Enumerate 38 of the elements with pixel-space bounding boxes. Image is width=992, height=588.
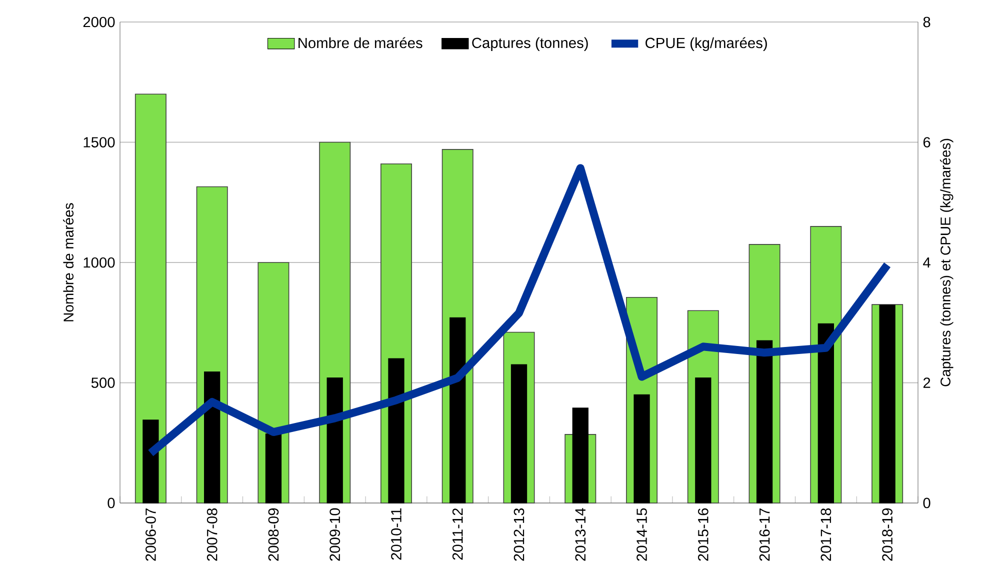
legend-label: CPUE (kg/marées): [646, 37, 767, 52]
x-tick-label: 2015-16: [698, 508, 708, 561]
y-tick-label: 1500: [84, 137, 115, 148]
bar: [142, 420, 159, 504]
x-tick-label: 2017-18: [820, 508, 832, 561]
y2-tick-label: 4: [923, 257, 930, 268]
legend-label: Captures (tonnes): [472, 37, 588, 51]
y-tick-label: 0: [108, 498, 115, 508]
x-tick-label: 2014-15: [636, 508, 647, 561]
legend-label: Nombre de marées: [298, 37, 422, 48]
y-axis-title: Nombre de marées: [63, 203, 74, 322]
bar: [634, 394, 650, 504]
bar: [204, 372, 220, 504]
bar: [450, 317, 466, 504]
y2-tick-label: 0: [923, 498, 930, 508]
x-tick-label: 2010-11: [391, 508, 402, 560]
bar: [265, 433, 282, 504]
x-tick-label: 2009-10: [330, 508, 340, 561]
x-tick-label: 2011-12: [452, 508, 463, 560]
y2-tick-label: 2: [923, 378, 930, 388]
x-tick-label: 2013-14: [575, 508, 586, 561]
y2-tick-label: 6: [923, 137, 930, 148]
x-tick-label: 2018-19: [882, 508, 893, 561]
bar: [695, 378, 712, 504]
x-tick-label: 2007-08: [206, 508, 218, 561]
x-tick-label: 2006-07: [146, 508, 156, 561]
y2-tick-label: 8: [923, 16, 930, 28]
bar: [326, 378, 343, 504]
bar: [818, 323, 834, 504]
y2-axis-title: Captures (tonnes) et CPUE (kg/marées): [940, 138, 954, 386]
x-tick-label: 2008-09: [268, 508, 279, 561]
bar: [388, 358, 404, 504]
x-tick-label: 2012-13: [514, 508, 524, 561]
y-tick-label: 500: [91, 378, 115, 388]
y-tick-label: 2000: [83, 16, 115, 28]
bar: [756, 340, 773, 504]
y-tick-label: 1000: [84, 257, 115, 268]
x-tick-label: 2016-17: [759, 508, 770, 561]
